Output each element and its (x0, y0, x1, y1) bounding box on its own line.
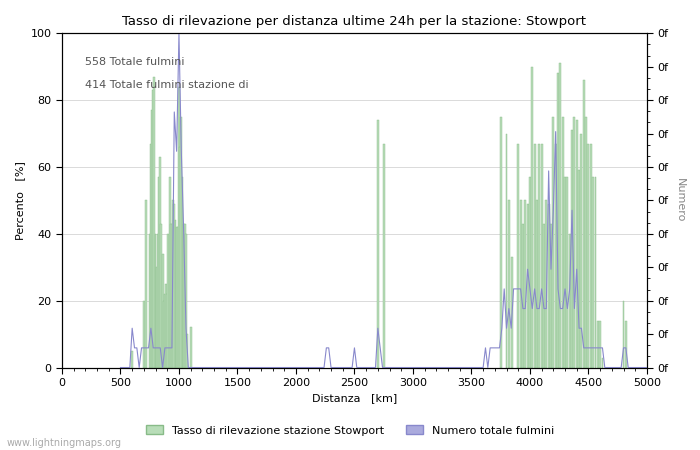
Bar (163, 301, 164, 368)
Bar (571, 130, 573, 368)
Bar (505, 134, 508, 368)
Bar (164, 294, 166, 368)
Bar (165, 284, 167, 368)
Bar (146, 200, 147, 368)
Bar (533, 144, 536, 368)
Bar (540, 144, 542, 368)
Bar (517, 144, 519, 368)
Bar (174, 204, 175, 368)
Bar (151, 110, 153, 368)
Bar (131, 351, 133, 368)
Bar (599, 321, 601, 368)
Bar (524, 200, 526, 368)
Bar (585, 117, 587, 368)
Bar (383, 144, 384, 368)
Bar (580, 134, 582, 368)
Bar (153, 90, 154, 368)
Y-axis label: Numero: Numero (675, 178, 685, 223)
Bar (169, 177, 171, 368)
Bar (184, 224, 186, 368)
Bar (176, 227, 178, 368)
Bar (550, 224, 552, 368)
Bar (171, 224, 173, 368)
Bar (590, 144, 592, 368)
Bar (587, 144, 589, 368)
Bar (500, 117, 502, 368)
Bar (179, 147, 181, 368)
Bar (185, 234, 187, 368)
Bar (545, 200, 547, 368)
Y-axis label: Percento   [%]: Percento [%] (15, 161, 25, 240)
Bar (526, 204, 528, 368)
Bar (552, 117, 554, 368)
Bar (576, 120, 578, 368)
Bar (160, 157, 161, 368)
Bar (149, 234, 150, 368)
Bar (174, 220, 176, 368)
Bar (625, 321, 626, 368)
Bar (573, 117, 575, 368)
Bar (566, 177, 568, 368)
Bar (377, 120, 379, 368)
Bar (557, 73, 559, 368)
Bar (153, 77, 155, 368)
Bar (167, 294, 168, 368)
Bar (167, 234, 169, 368)
Bar (592, 177, 594, 368)
Bar (158, 177, 160, 368)
X-axis label: Distanza   [km]: Distanza [km] (312, 393, 397, 404)
Bar (543, 224, 545, 368)
Bar (172, 200, 174, 368)
Bar (522, 224, 524, 368)
Bar (531, 67, 533, 368)
Bar (578, 171, 580, 368)
Bar (156, 267, 158, 368)
Text: 414 Totale fulmini stazione di: 414 Totale fulmini stazione di (85, 80, 249, 90)
Title: Tasso di rilevazione per distanza ultime 24h per la stazione: Stowport: Tasso di rilevazione per distanza ultime… (122, 15, 587, 28)
Bar (622, 301, 624, 368)
Bar (177, 227, 178, 368)
Bar (597, 321, 598, 368)
Bar (569, 234, 570, 368)
Bar (512, 257, 513, 368)
Bar (150, 144, 152, 368)
Text: 558 Totale fulmini: 558 Totale fulmini (85, 57, 185, 67)
Bar (155, 234, 157, 368)
Legend: Tasso di rilevazione stazione Stowport, Numero totale fulmini: Tasso di rilevazione stazione Stowport, … (141, 421, 559, 440)
Bar (157, 234, 159, 368)
Bar (178, 87, 180, 368)
Bar (547, 204, 550, 368)
Bar (160, 224, 162, 368)
Bar (190, 328, 192, 368)
Bar (143, 301, 145, 368)
Bar (554, 144, 556, 368)
Bar (583, 80, 584, 368)
Text: www.lightningmaps.org: www.lightningmaps.org (7, 438, 122, 448)
Bar (559, 63, 561, 368)
Bar (601, 357, 603, 368)
Bar (529, 177, 531, 368)
Bar (508, 200, 510, 368)
Bar (594, 177, 596, 368)
Bar (181, 117, 182, 368)
Bar (186, 334, 188, 368)
Bar (181, 177, 183, 368)
Bar (162, 254, 164, 368)
Bar (561, 117, 564, 368)
Bar (170, 224, 172, 368)
Bar (538, 144, 540, 368)
Bar (564, 177, 566, 368)
Bar (183, 224, 185, 368)
Bar (519, 200, 522, 368)
Bar (536, 200, 538, 368)
